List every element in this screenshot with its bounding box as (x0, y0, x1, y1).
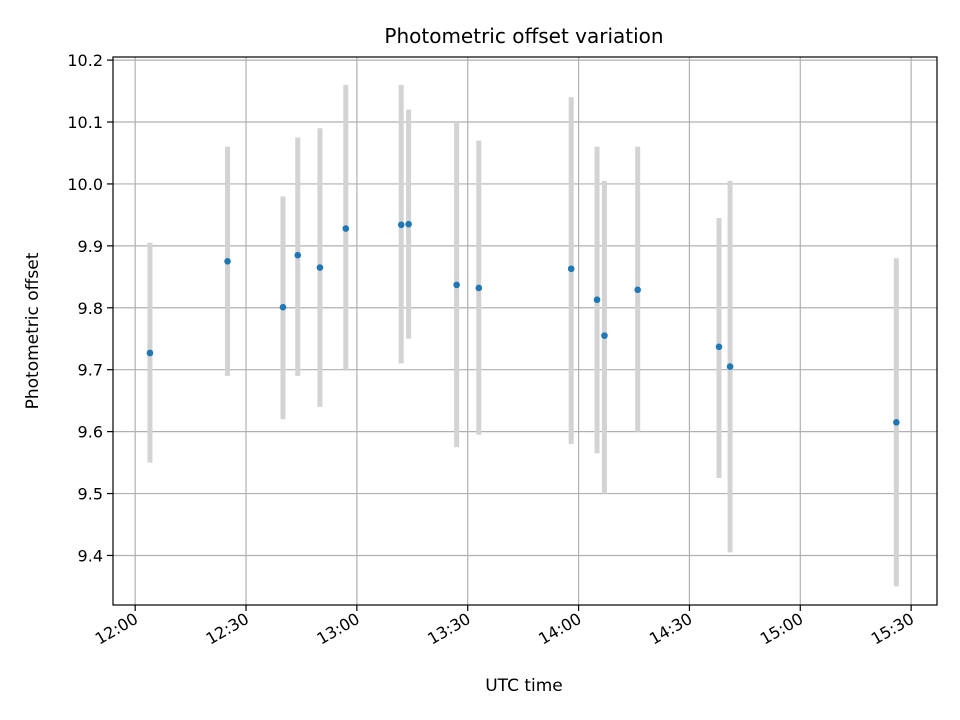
y-tick-label: 9.4 (78, 546, 103, 565)
data-point (316, 264, 324, 271)
data-point (405, 220, 412, 228)
data-point (593, 296, 601, 304)
data-point (601, 332, 608, 339)
y-tick-label: 9.5 (78, 485, 103, 504)
y-axis: 9.4 9.5 9.6 9.7 9.8 9.9 10.0 10.1 10.2 (67, 51, 113, 565)
data-point (726, 363, 734, 370)
y-tick-label: 9.8 (78, 299, 103, 318)
y-axis-label: Photometric offset (23, 252, 43, 409)
y-tick-label: 9.9 (78, 237, 103, 256)
x-tick-label: 13:30 (424, 609, 473, 649)
x-tick-label: 14:30 (646, 609, 695, 649)
data-point (146, 349, 154, 357)
data-point (294, 251, 302, 259)
data-point (224, 258, 231, 265)
data-point (567, 265, 575, 273)
x-axis-label: UTC time (485, 676, 563, 696)
chart-title: Photometric offset variation (384, 24, 663, 48)
y-tick-label: 10.1 (67, 113, 103, 132)
y-tick-label: 10.2 (67, 51, 103, 70)
x-tick-label: 15:30 (868, 609, 917, 649)
data-point (342, 225, 350, 232)
x-tick-label: 12:00 (92, 609, 141, 649)
x-tick-label: 14:00 (535, 609, 584, 649)
grid (113, 57, 937, 605)
x-tick-label: 13:00 (313, 609, 362, 649)
y-tick-label: 9.7 (78, 361, 103, 380)
error-bars (147, 84, 899, 587)
data-points (146, 220, 900, 426)
data-point (634, 286, 641, 294)
x-tick-label: 12:30 (203, 609, 252, 649)
x-tick-label: 15:00 (757, 609, 806, 649)
x-axis: 12:00 12:30 13:00 13:30 14:00 14:30 15:00 15:30 (92, 605, 917, 649)
data-point (453, 281, 460, 289)
data-point (279, 303, 287, 311)
y-tick-label: 10.0 (67, 175, 103, 194)
data-point (715, 343, 723, 351)
plot-frame (112, 56, 938, 606)
data-point (397, 221, 405, 229)
y-tick-label: 9.6 (78, 423, 103, 442)
data-point (893, 419, 900, 426)
data-point (475, 284, 483, 292)
